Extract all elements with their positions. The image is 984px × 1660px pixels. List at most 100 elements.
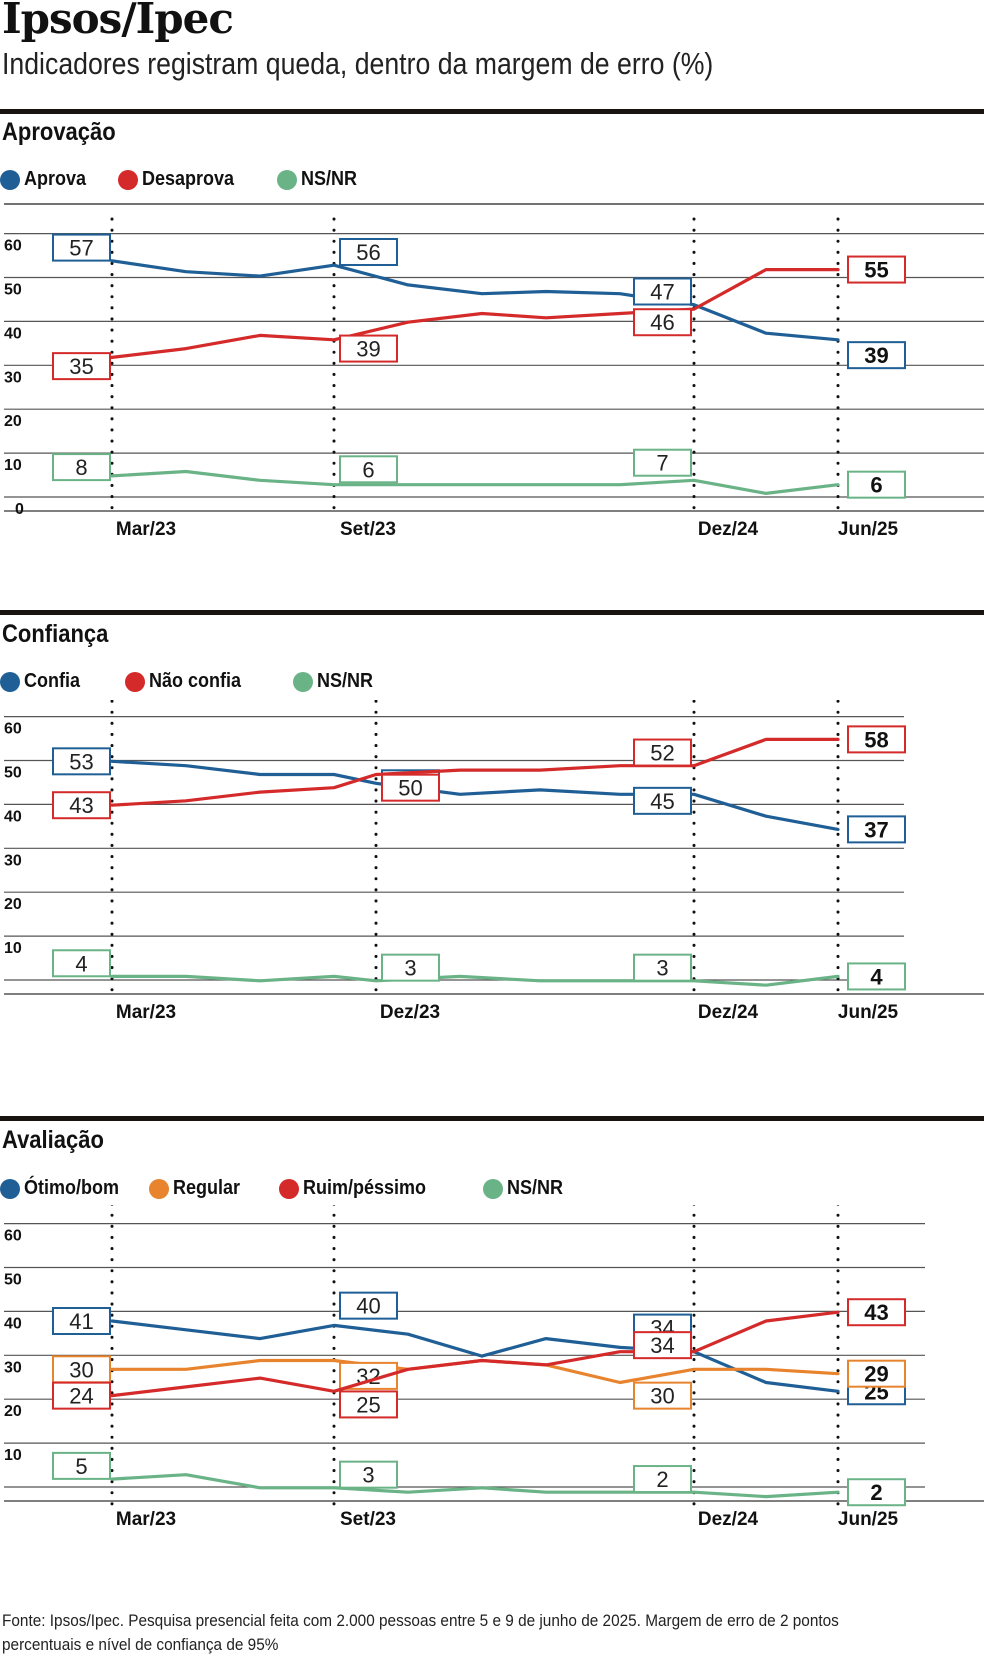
- legend-item-ruim-pessimo: Ruim/péssimo: [279, 1177, 440, 1200]
- value-label-box: [633, 1465, 692, 1494]
- section-divider: [0, 1116, 984, 1121]
- value-label: 3: [656, 956, 668, 981]
- legend-label: Desaprova: [142, 168, 235, 190]
- series-line-ns-nr: [110, 1473, 840, 1499]
- x-tick-label: Set/23: [340, 1509, 396, 1530]
- y-tick-label: 50: [4, 282, 22, 299]
- legend-item-nsnr: NS/NR: [483, 1177, 569, 1200]
- value-label: 8: [75, 455, 87, 480]
- value-label-box: [339, 237, 398, 266]
- y-tick-label: 20: [4, 1403, 22, 1420]
- x-tick-label: Dez/24: [698, 1509, 759, 1530]
- chart-confianca: 70605040302010Mar/23Dez/23Dez/24Jun/2553…: [4, 700, 984, 1023]
- x-tick-label: Jun/25: [838, 1509, 899, 1530]
- value-label-box: [339, 455, 398, 484]
- value-label-box: [847, 1298, 906, 1327]
- page-title: Ipsos/Ipec: [2, 0, 234, 43]
- series-line--timo-bom: [110, 1319, 840, 1393]
- value-label-box: [52, 1451, 111, 1480]
- value-label-box: [339, 1460, 398, 1489]
- value-label-box: [52, 233, 111, 262]
- value-label-box: [847, 341, 906, 370]
- x-tick-label: Jun/25: [838, 1002, 899, 1023]
- value-label-box: [339, 334, 398, 363]
- legend-item-nao-confia: Não confia: [125, 670, 251, 693]
- value-label-box: [52, 453, 111, 482]
- legend-label: NS/NR: [301, 168, 358, 190]
- value-label: 37: [864, 817, 888, 842]
- chart-avaliacao: 70605040302010Mar/23Set/23Dez/24Jun/2541…: [4, 1205, 984, 1530]
- value-label: 40: [356, 1294, 380, 1319]
- legend-dot-icon: [277, 169, 297, 190]
- value-label-box: [633, 738, 692, 767]
- value-label-box: [633, 1381, 692, 1410]
- legend-dot-icon: [483, 1178, 503, 1199]
- value-label-box: [847, 255, 906, 284]
- page-subtitle: Indicadores registram queda, dentro da m…: [2, 46, 714, 81]
- y-tick-label: 0: [15, 501, 24, 518]
- value-label-box: [52, 1381, 111, 1410]
- x-tick-label: Dez/24: [698, 519, 759, 540]
- value-label: 47: [650, 280, 674, 305]
- gridlines: [4, 203, 984, 512]
- series-line-regular: [110, 1358, 840, 1385]
- value-label-box: [339, 1390, 398, 1419]
- legend-label: Ótimo/bom: [24, 1177, 119, 1199]
- section-divider: [0, 109, 984, 114]
- series-line-aprova: [110, 259, 840, 342]
- value-label: 45: [650, 789, 674, 814]
- y-tick-label: 10: [4, 940, 22, 957]
- value-label-box: [52, 352, 111, 381]
- value-label-box: [633, 953, 692, 982]
- legend-label: Confia: [24, 670, 80, 692]
- value-label-box: [633, 308, 692, 337]
- value-label: 58: [864, 727, 888, 752]
- legend-item-nsnr: NS/NR: [277, 168, 363, 191]
- value-label: 3: [404, 956, 416, 981]
- value-label: 30: [69, 1357, 93, 1382]
- value-label: 6: [362, 457, 374, 482]
- legend-label: Aprova: [24, 168, 87, 190]
- legend-label: NS/NR: [317, 670, 374, 692]
- y-tick-label: 20: [4, 413, 22, 430]
- value-label-box: [847, 1478, 906, 1507]
- value-label-box: [52, 747, 111, 776]
- value-label: 55: [864, 258, 888, 283]
- y-tick-label: 60: [4, 1228, 22, 1245]
- x-tick-label: Jun/25: [838, 519, 899, 540]
- value-label: 35: [69, 354, 93, 379]
- y-tick-label: 30: [4, 1359, 22, 1376]
- y-tick-label: 20: [4, 896, 22, 913]
- value-label-box: [847, 725, 906, 754]
- legend-item-confia: Confia: [0, 670, 86, 693]
- legend-item-nsnr: NS/NR: [293, 670, 379, 693]
- legend-dot-icon: [125, 671, 145, 692]
- source-note: Fonte: Ipsos/Ipec. Pesquisa presencial f…: [2, 1612, 839, 1654]
- x-tick-label: Dez/23: [380, 1002, 440, 1023]
- x-tick-label: Set/23: [340, 519, 396, 540]
- section-title-confianca: Confiança: [2, 620, 109, 648]
- value-label: 2: [870, 1480, 882, 1505]
- y-tick-label: 50: [4, 765, 22, 782]
- legend-dot-icon: [0, 1178, 20, 1199]
- y-tick-label: 40: [4, 1315, 22, 1332]
- y-tick-label: 40: [4, 325, 22, 342]
- legend-item-aprova: Aprova: [0, 168, 93, 191]
- value-label-box: [381, 773, 440, 802]
- y-tick-label: 10: [4, 457, 22, 474]
- value-label: 5: [75, 1454, 87, 1479]
- legend-dot-icon: [0, 169, 20, 190]
- series-line-desaprova: [110, 267, 840, 359]
- value-label: 50: [398, 776, 422, 801]
- value-label: 43: [864, 1300, 888, 1325]
- gridlines: [4, 1223, 984, 1502]
- value-label: 41: [69, 1309, 93, 1334]
- legend-dot-icon: [293, 671, 313, 692]
- y-tick-label: 60: [4, 238, 22, 255]
- y-tick-label: 30: [4, 369, 22, 386]
- value-label: 3: [362, 1463, 374, 1488]
- value-label: 43: [69, 793, 93, 818]
- value-label: 29: [864, 1362, 888, 1387]
- value-label-box: [339, 1291, 398, 1320]
- legend-dot-icon: [149, 1178, 169, 1199]
